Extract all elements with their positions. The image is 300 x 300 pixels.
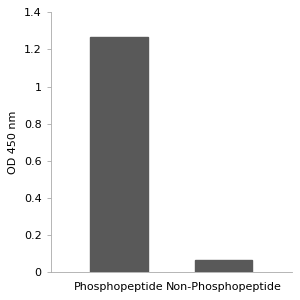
Bar	[90, 38, 148, 272]
Bar	[195, 260, 252, 272]
Y-axis label: OD 450 nm: OD 450 nm	[8, 110, 18, 174]
